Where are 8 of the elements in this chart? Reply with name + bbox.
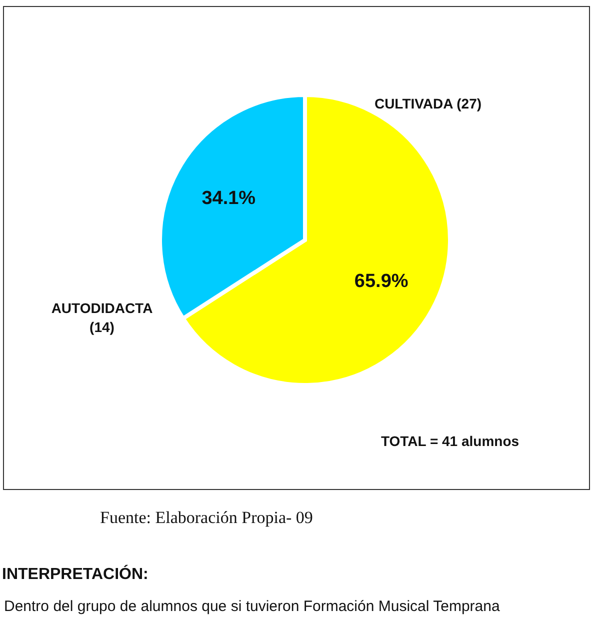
text: TOTAL = 41 alumnos — [380, 433, 520, 449]
source-note: Fuente: Elaboración Propia- 09 — [100, 508, 313, 528]
text: INTERPRETACIÓN: — [2, 566, 148, 584]
data-label: 34.1% — [202, 188, 256, 209]
slice-label: AUTODIDACTA (14) — [51, 299, 153, 337]
text: Dentro del grupo de alumnos que si tuvieron Formación Musical Temprana — [4, 598, 500, 615]
slice-label: CULTIVADA (27) — [374, 94, 482, 114]
data-label: 65.9% — [354, 271, 408, 292]
